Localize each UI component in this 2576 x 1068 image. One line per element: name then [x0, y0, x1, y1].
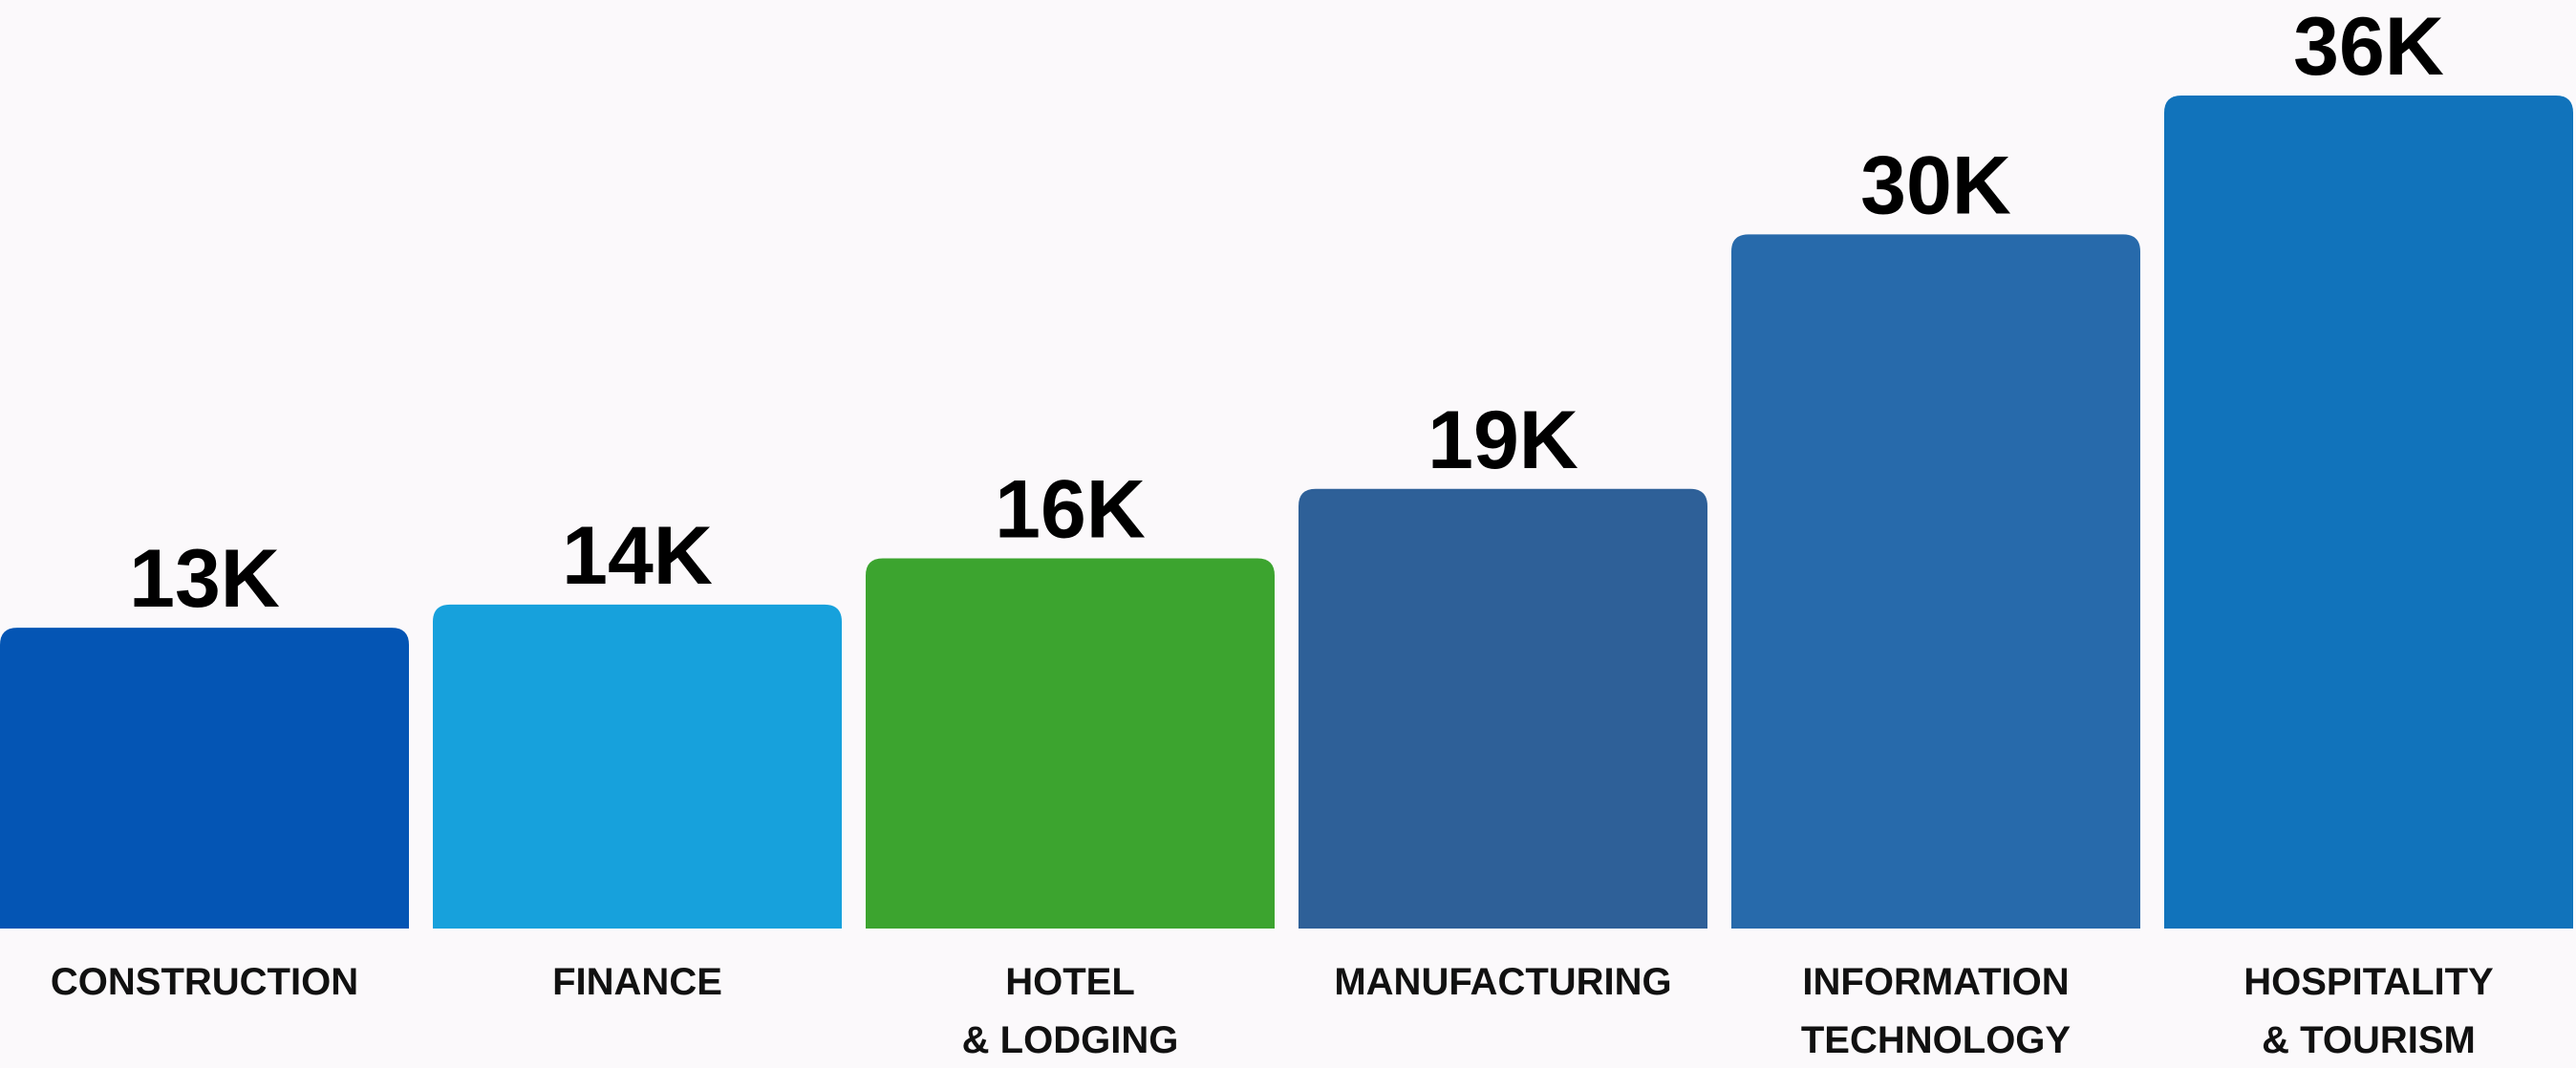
category-label-0: CONSTRUCTION	[51, 961, 358, 1003]
bar-4	[1731, 234, 2140, 929]
value-label-4: 30K	[1860, 139, 2011, 231]
bar-3	[1299, 488, 1707, 929]
category-labels-group: CONSTRUCTION FINANCE HOTEL & LODGING MANUFAC…	[51, 961, 2494, 1061]
bar-2	[866, 558, 1275, 929]
category-label-4-line-0: INFORMATION	[1802, 961, 2069, 1003]
value-labels-group: 13K 14K 16K 19K 30K 36K	[129, 1, 2444, 625]
category-label-3: MANUFACTURING	[1334, 961, 1671, 1003]
bar-1	[433, 604, 842, 929]
bar-0	[0, 628, 409, 929]
category-label-2-line-0: HOTEL	[1005, 961, 1135, 1003]
value-label-3: 19K	[1428, 395, 1578, 486]
value-label-2: 16K	[995, 463, 1146, 555]
value-label-1: 14K	[562, 510, 713, 602]
bars-group	[0, 96, 2573, 929]
category-label-2-line-1: & LODGING	[962, 1019, 1179, 1061]
category-label-4-line-1: TECHNOLOGY	[1801, 1019, 2072, 1061]
bar-5	[2164, 96, 2573, 929]
category-label-1: FINANCE	[552, 961, 722, 1003]
category-label-5-line-1: & TOURISM	[2262, 1019, 2476, 1061]
category-label-5-line-0: HOSPITALITY	[2243, 961, 2494, 1003]
value-label-0: 13K	[129, 533, 280, 625]
value-label-5: 36K	[2293, 1, 2444, 93]
